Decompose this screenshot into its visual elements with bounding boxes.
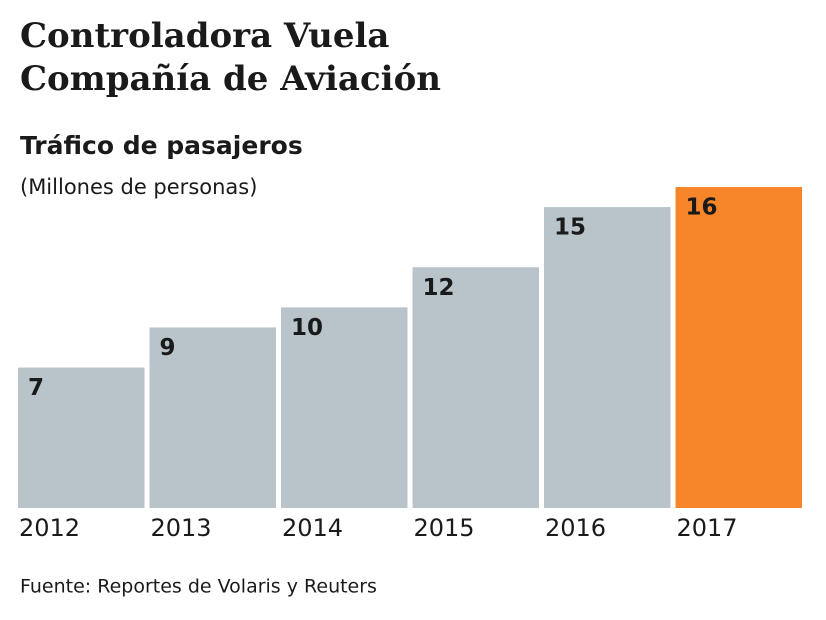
value-label: 16 — [686, 195, 718, 221]
unit-label: (Millones de personas) — [20, 175, 257, 199]
bar — [281, 307, 408, 508]
chart-subtitle: Tráfico de pasajeros — [20, 131, 303, 160]
value-label: 15 — [554, 215, 586, 241]
value-label: 7 — [28, 375, 44, 401]
x-tick-label: 2014 — [282, 514, 343, 542]
chart-title: Controladora Vuela — [20, 16, 389, 56]
x-tick-label: 2012 — [19, 514, 80, 542]
value-label: 10 — [291, 315, 323, 341]
x-tick-label: 2015 — [414, 514, 475, 542]
bar — [412, 267, 539, 508]
bar — [18, 367, 145, 508]
bar — [544, 207, 671, 508]
value-label: 9 — [160, 335, 176, 361]
x-tick-label: 2017 — [677, 514, 738, 542]
value-label: 12 — [423, 275, 455, 301]
x-tick-label: 2013 — [151, 514, 212, 542]
chart-title: Compañía de Aviación — [20, 59, 441, 99]
bar — [675, 187, 802, 508]
x-tick-label: 2016 — [545, 514, 606, 542]
bar — [149, 327, 276, 508]
source: Fuente: Reportes de Volaris y Reuters — [20, 576, 377, 598]
